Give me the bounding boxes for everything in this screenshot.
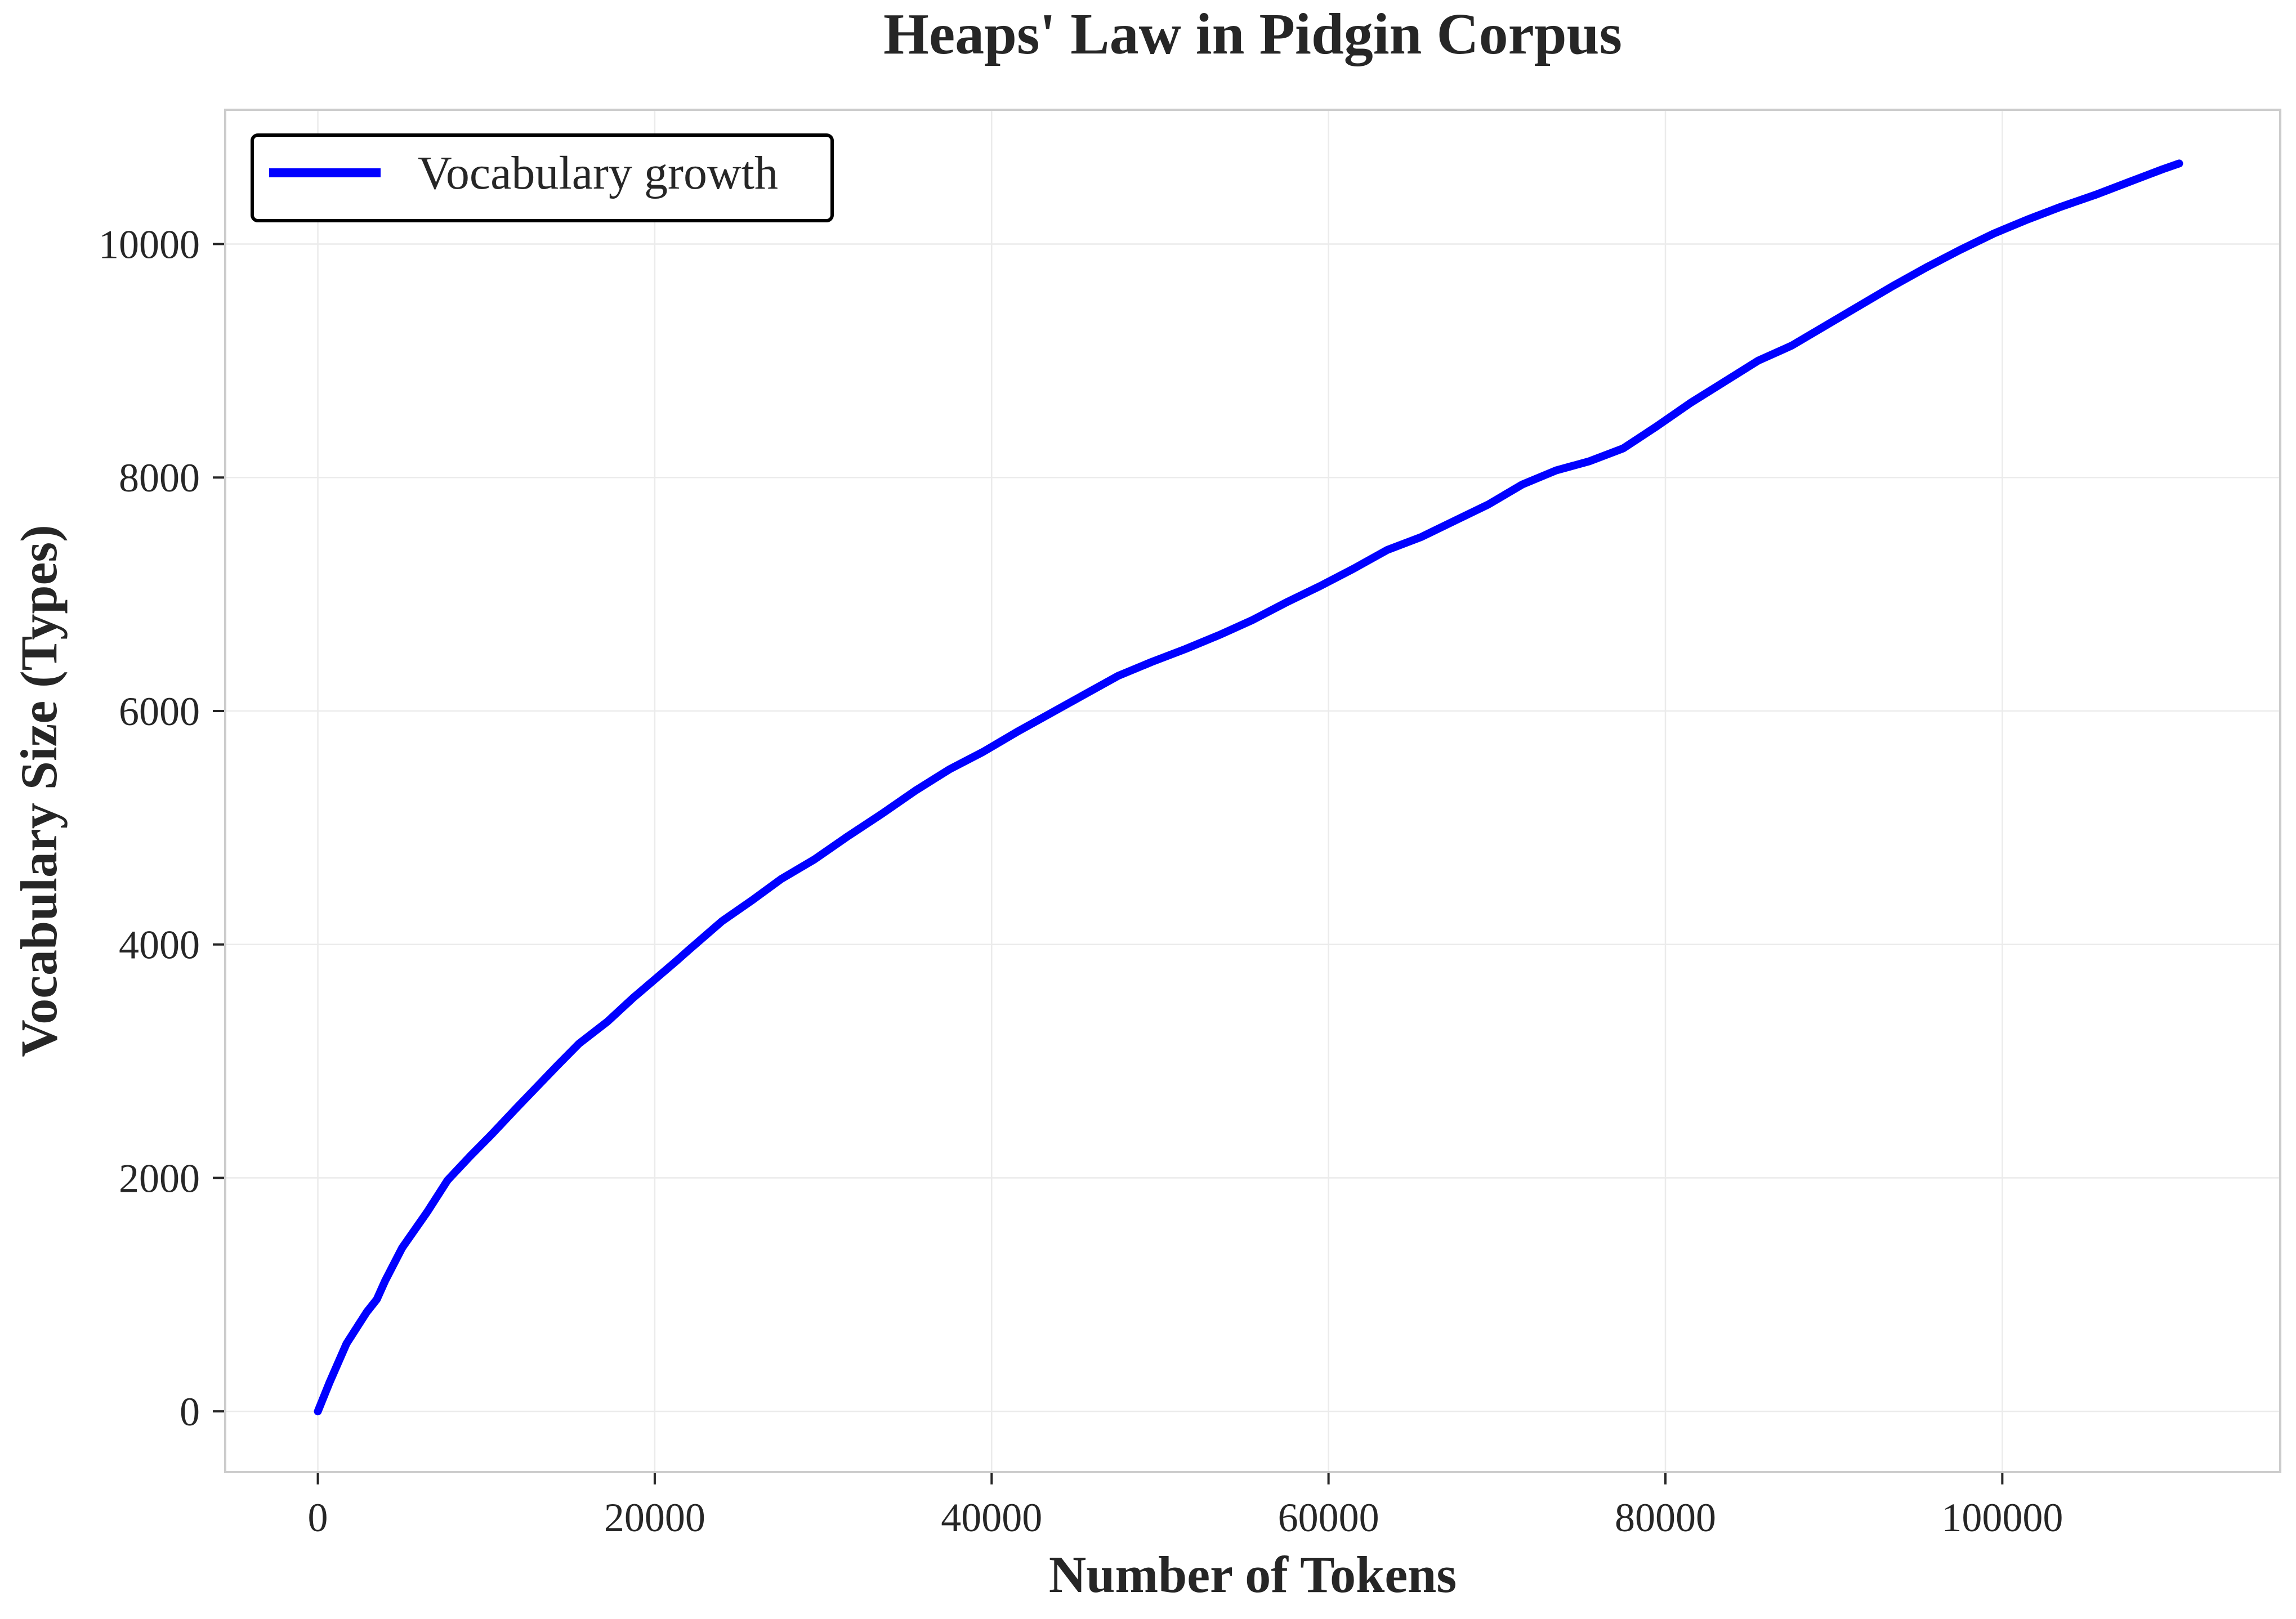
x-tick-label-2: 40000 — [941, 1495, 1042, 1540]
legend: Vocabulary growth — [251, 133, 834, 222]
y-tick-label-4: 8000 — [119, 455, 200, 500]
axis-ticks — [213, 243, 2004, 1484]
y-tick-label-3: 6000 — [119, 689, 200, 734]
x-axis-label: Number of Tokens — [1049, 1546, 1457, 1603]
x-tick-label-5: 100000 — [1941, 1495, 2063, 1540]
legend-label: Vocabulary growth — [418, 147, 778, 199]
plot-frame — [224, 109, 2281, 1473]
x-tick-label-1: 20000 — [604, 1495, 705, 1540]
x-tick-label-4: 80000 — [1615, 1495, 1716, 1540]
x-tick-label-0: 0 — [308, 1495, 328, 1540]
y-tick-label-0: 0 — [180, 1389, 200, 1434]
y-tick-label-1: 2000 — [119, 1156, 200, 1201]
series-line-vocabulary-growth — [314, 159, 2183, 1416]
legend-box — [251, 133, 834, 222]
chart-title: Heaps' Law in Pidgin Corpus — [883, 2, 1622, 66]
y-axis-label: Vocabulary Size (Types) — [10, 525, 68, 1057]
series-layer — [314, 159, 2183, 1416]
x-tick-label-3: 60000 — [1278, 1495, 1379, 1540]
grid-lines — [225, 110, 2280, 1472]
y-tick-label-5: 10000 — [99, 222, 200, 267]
y-tick-label-2: 4000 — [119, 923, 200, 968]
